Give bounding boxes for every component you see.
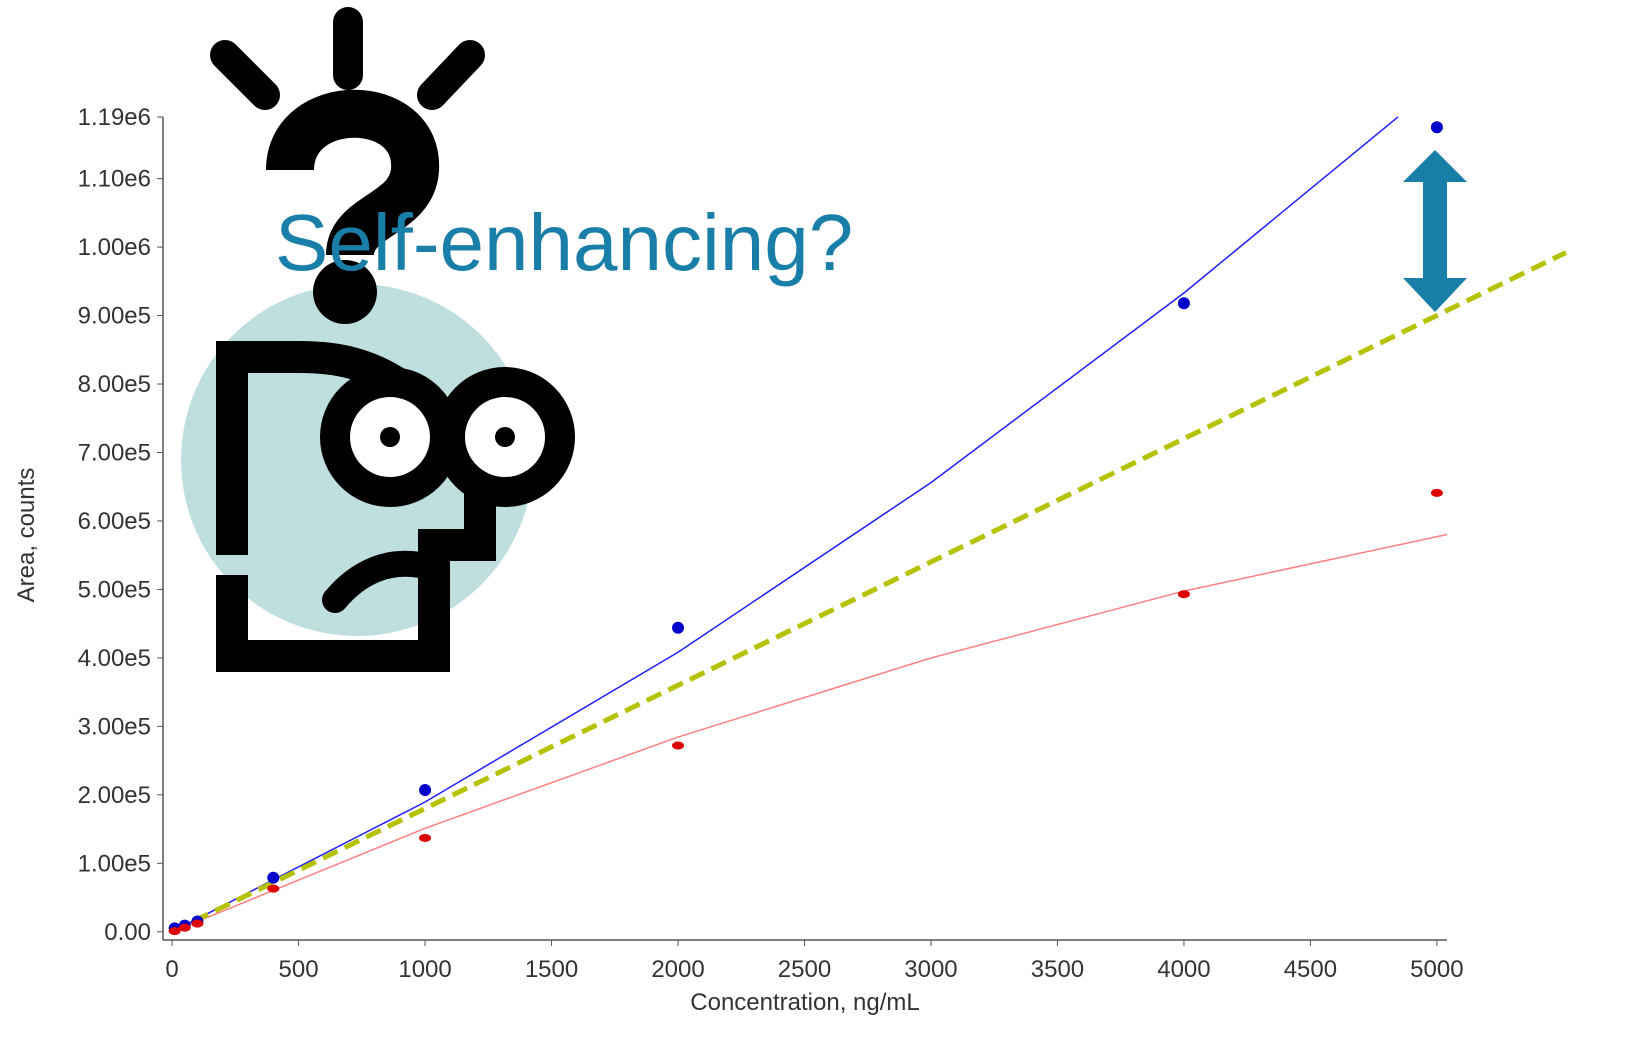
y-tick-label: 2.00e5	[78, 782, 151, 809]
y-tick-label: 4.00e5	[78, 645, 151, 672]
y-tick-label: 1.19e6	[78, 104, 151, 131]
y-tick-label: 9.00e5	[78, 303, 151, 330]
x-tick-label: 4000	[1157, 956, 1210, 983]
y-tick-label: 6.00e5	[78, 508, 151, 535]
fit-curve	[171, 533, 1448, 933]
x-tick-label: 1000	[398, 956, 451, 983]
data-point	[1430, 488, 1443, 497]
data-point	[178, 923, 191, 932]
data-point	[168, 927, 181, 936]
data-point	[267, 871, 280, 884]
data-point	[1430, 121, 1443, 134]
y-tick-label: 3.00e5	[78, 713, 151, 740]
y-tick-label: 5.00e5	[78, 576, 151, 603]
x-tick-label: 1500	[525, 956, 578, 983]
x-axis-label: Concentration, ng/mL	[690, 989, 919, 1016]
trend-line	[171, 250, 1567, 935]
data-point	[191, 919, 204, 928]
question-mark	[266, 89, 439, 258]
data-point	[672, 741, 685, 750]
data-point	[419, 784, 432, 797]
question-dot	[313, 260, 377, 324]
fit-curve	[171, 116, 1399, 933]
data-point	[267, 884, 280, 893]
cartoon	[181, 7, 575, 672]
y-tick-label: 1.10e6	[78, 166, 151, 193]
x-tick-label: 2500	[778, 956, 831, 983]
pupil	[380, 427, 400, 447]
plot-area: 0.00 1.00e5 2.00e5 3.00e5 4.00e5 5.00e5 6.00e5…	[78, 104, 1567, 983]
annotation: Self-enhancing?	[275, 198, 853, 287]
x-tick-label: 3500	[1031, 956, 1084, 983]
x-tick-label: 0	[165, 956, 178, 983]
y-tick-label: 0.00	[104, 919, 151, 946]
surprise-strokes	[210, 7, 485, 110]
head-bottom	[216, 490, 496, 672]
x-tick-label: 4500	[1284, 956, 1337, 983]
x-tick-label: 500	[279, 956, 319, 983]
y-tick-label: 1.00e6	[78, 234, 151, 261]
data-point	[1177, 590, 1190, 599]
y-axis-label: Area, counts	[13, 468, 40, 603]
double-arrow	[1403, 150, 1467, 312]
mouth	[322, 550, 433, 613]
y-tick-label: 8.00e5	[78, 371, 151, 398]
data-point	[672, 621, 685, 634]
y-tick-label: 1.00e5	[78, 850, 151, 877]
pupil	[495, 427, 515, 447]
x-tick-label: 2000	[651, 956, 704, 983]
y-tick-label: 7.00e5	[78, 439, 151, 466]
data-point	[419, 833, 432, 842]
x-tick-label: 3000	[904, 956, 957, 983]
data-point	[1177, 297, 1190, 310]
x-tick-label: 5000	[1410, 956, 1463, 983]
